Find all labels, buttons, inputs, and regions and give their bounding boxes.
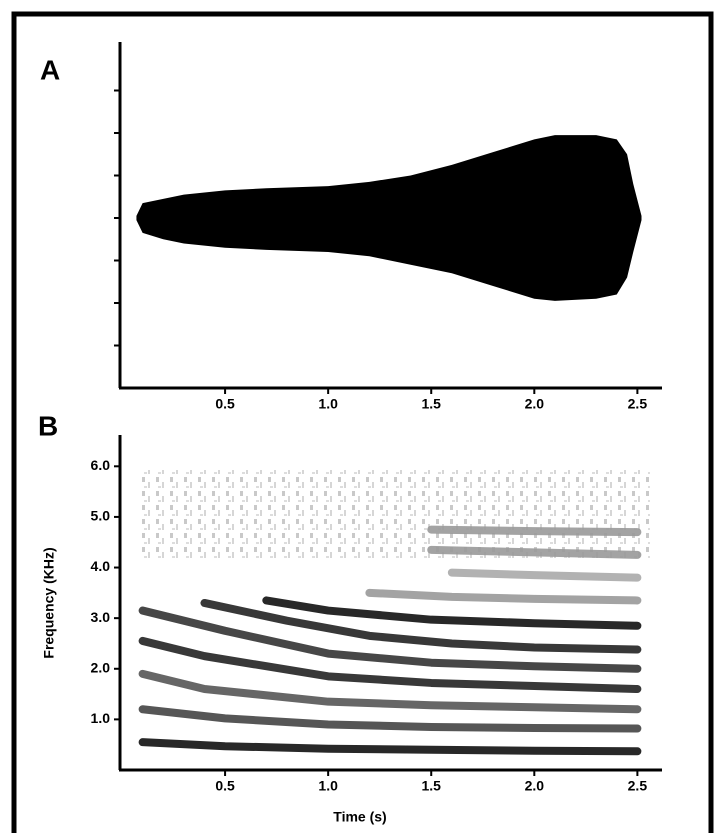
x-tick-label: 1.5 [421,396,441,412]
y-tick-label: 6.0 [91,457,111,473]
x-tick-label: 0.5 [215,778,235,794]
frame [11,11,714,833]
harmonic-band [262,596,642,630]
waveform-envelope [136,135,642,301]
x-tick-label: 0.5 [215,396,235,412]
noise-band [136,470,650,560]
y-tick-label: 3.0 [91,609,111,625]
harmonic-band [365,588,642,605]
harmonic-band [427,545,642,559]
y-tick-label: 2.0 [91,659,111,675]
y-tick-label: 5.0 [91,508,111,524]
harmonic-band [138,705,642,733]
y-tick-label: 4.0 [91,558,111,574]
y-axis-label: Frequency (KHz) [41,547,57,658]
x-tick-label: 1.0 [318,396,338,412]
harmonic-band [138,636,642,694]
x-tick-label: 2.0 [525,778,545,794]
x-tick-label: 2.5 [628,778,648,794]
x-axis-label: Time (s) [333,809,386,825]
harmonic-band [138,738,642,756]
panel-label: A [40,54,60,85]
y-tick-label: 1.0 [91,710,111,726]
x-tick-label: 1.5 [421,778,441,794]
harmonic-band [138,606,642,673]
panel-label: B [38,410,58,441]
x-tick-label: 2.5 [628,396,648,412]
harmonic-band [200,598,642,654]
harmonic-band [447,568,642,582]
x-tick-label: 1.0 [318,778,338,794]
x-tick-label: 2.0 [525,396,545,412]
harmonic-band [427,525,642,537]
harmonic-band [138,669,642,714]
